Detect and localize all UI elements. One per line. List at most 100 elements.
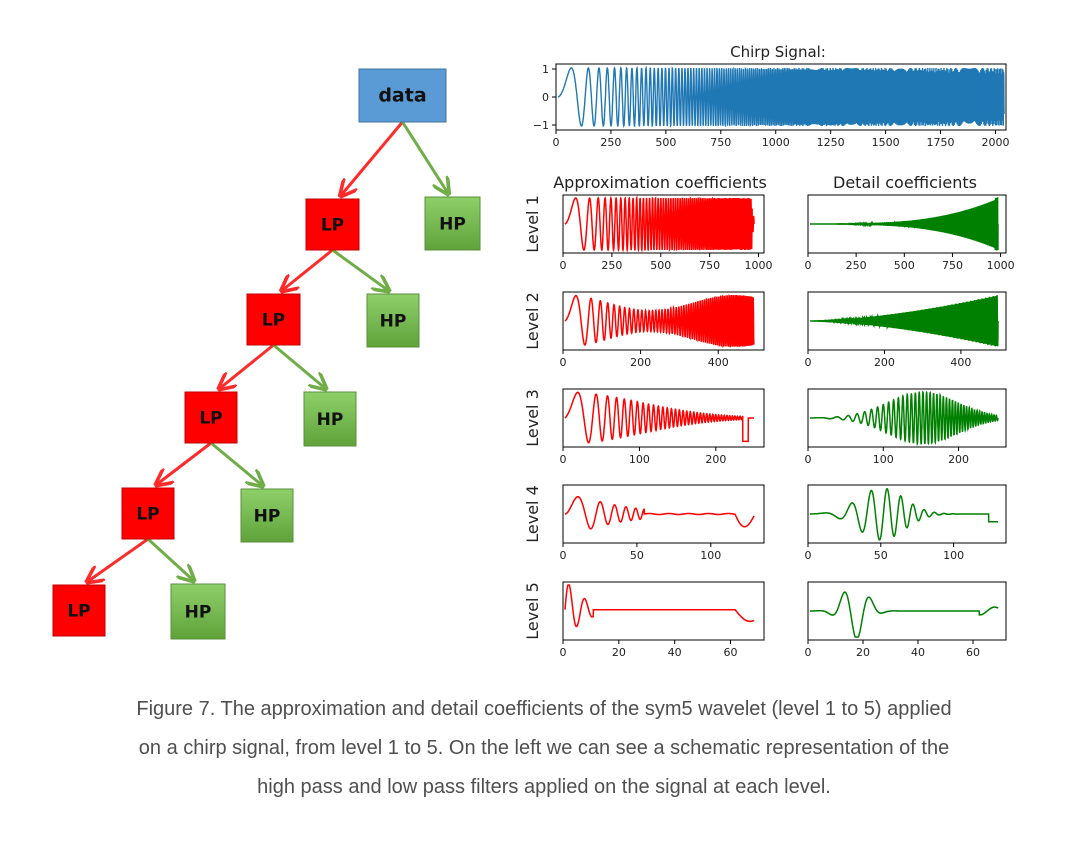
approx-level-5-frame [562, 581, 765, 641]
detail-level-2-xtick-label-2: 400 [950, 356, 971, 369]
chirp-ytick-label-0: 1 [542, 63, 549, 76]
filter-tree-diagram: data LP HP LP HP LP HP LP HP LP HP [52, 68, 481, 640]
row-label-level-5: Level 5 [523, 582, 542, 640]
level-row-2: Level 2 0 200 400 0 200 400 [523, 291, 1007, 369]
chirp-title: Chirp Signal: [730, 43, 826, 61]
chirp-series-line [557, 65, 1005, 129]
chirp-ytick-label-1: 0 [542, 91, 549, 104]
approx-level-4-xtick-label-1: 50 [630, 549, 644, 562]
approx-level-1-xtick-label-2: 500 [650, 259, 671, 272]
coefficient-subplots: Level 10 250 500 750 1000 0 250 500 750 1000Level… [523, 194, 1015, 659]
detail-column-title: Detail coefficients [833, 173, 977, 192]
detail-series-level-2 [810, 295, 999, 347]
level-row-1: Level 1 0 250 500 750 1000 0 250 500 750 1000 [523, 194, 1015, 272]
tree-node-lp-5: LP [52, 584, 106, 637]
tree-node-lp-3: LP [184, 391, 238, 444]
approx-level-2-xtick-label-1: 200 [630, 356, 651, 369]
approx-level-5-xtick-label-3: 60 [724, 646, 738, 659]
chirp-xtick-label-0: 0 [553, 136, 560, 149]
chirp-xtick-label-1: 250 [600, 136, 621, 149]
figure-canvas: data LP HP LP HP LP HP LP HP LP HP Chirp Signal: 0… [52, 43, 1015, 659]
approx-level-1-xtick-label-1: 250 [601, 259, 622, 272]
tree-node-lp-2-label: LP [262, 311, 285, 331]
tree-node-lp-4: LP [121, 487, 175, 540]
chirp-xtick-label-8: 2000 [981, 136, 1009, 149]
lp-arrow-1 [341, 121, 404, 196]
caption-line-2: on a chirp signal, from level 1 to 5. On… [138, 737, 950, 759]
chirp-xtick-label-5: 1250 [817, 136, 845, 149]
approx-series-level-5 [564, 584, 755, 628]
hp-arrow-4 [210, 441, 263, 486]
tree-node-data-label: data [378, 85, 426, 107]
detail-level-1-xtick-label-3: 750 [942, 259, 963, 272]
detail-level-5-xtick-label-0: 0 [805, 646, 812, 659]
approx-level-4-xtick-label-2: 100 [700, 549, 721, 562]
detail-level-1-xtick-label-0: 0 [805, 259, 812, 272]
approx-level-3-xtick-label-2: 200 [705, 453, 726, 466]
hp-arrow-5 [146, 537, 194, 581]
row-label-level-1: Level 1 [523, 195, 542, 253]
detail-level-2-xtick-label-0: 0 [805, 356, 812, 369]
approx-level-3-xtick-label-0: 0 [560, 453, 567, 466]
row-label-level-2: Level 2 [523, 292, 542, 350]
level-row-5: Level 5 0 20 40 60 0 20 40 60 [523, 581, 1007, 659]
level-row-4: Level 4 0 50 100 0 50 100 [523, 484, 1007, 562]
chirp-xtick-label-6: 1500 [872, 136, 900, 149]
tree-node-lp-1-label: LP [321, 216, 344, 236]
detail-level-3-xtick-label-0: 0 [805, 453, 812, 466]
approx-series-level-2 [564, 294, 755, 349]
approx-level-5-xtick-label-0: 0 [560, 646, 567, 659]
tree-node-hp-1-label: HP [439, 215, 466, 235]
row-label-level-4: Level 4 [523, 485, 542, 543]
approx-series-level-4 [564, 496, 755, 530]
approx-level-1-xtick-label-4: 1000 [745, 259, 773, 272]
detail-series-level-4 [810, 488, 998, 541]
tree-node-hp-4: HP [240, 488, 294, 543]
tree-node-hp-1: HP [424, 196, 481, 251]
hp-arrow-1 [401, 121, 449, 194]
chirp-xtick-label-2: 500 [655, 136, 676, 149]
chirp-ytick-label-2: −1 [533, 119, 549, 132]
approx-level-5-xtick-label-1: 20 [612, 646, 626, 659]
row-label-level-3: Level 3 [523, 389, 542, 447]
chirp-xtick-label-7: 1750 [927, 136, 955, 149]
tree-node-hp-2-label: HP [380, 312, 407, 332]
tree-node-lp-3-label: LP [199, 409, 222, 429]
tree-node-data: data [358, 68, 447, 123]
detail-level-3-xtick-label-2: 200 [948, 453, 969, 466]
detail-level-2-xtick-label-1: 200 [874, 356, 895, 369]
tree-node-hp-4-label: HP [254, 507, 281, 527]
tree-node-lp-4-label: LP [136, 505, 159, 525]
approx-column-title: Approximation coefficients [553, 173, 767, 192]
tree-node-hp-5-label: HP [185, 603, 212, 623]
detail-level-5-xtick-label-2: 40 [911, 646, 925, 659]
tree-node-hp-3: HP [303, 391, 357, 447]
detail-level-4-xtick-label-0: 0 [805, 549, 812, 562]
detail-level-1-xtick-label-1: 250 [846, 259, 867, 272]
lp-arrow-5 [87, 537, 149, 582]
detail-level-5-xtick-label-1: 20 [856, 646, 870, 659]
detail-level-3-xtick-label-1: 100 [873, 453, 894, 466]
caption-line-3: high pass and low pass filters applied o… [257, 776, 831, 798]
chirp-xtick-label-3: 750 [710, 136, 731, 149]
tree-node-lp-2: LP [246, 293, 301, 346]
tree-node-lp-1: LP [305, 198, 360, 251]
chirp-signal-plot: Chirp Signal: 0 250 500 750 1000 1250 1500 1750… [533, 43, 1010, 149]
tree-node-hp-5: HP [170, 583, 226, 640]
detail-series-level-1 [810, 197, 999, 251]
tree-node-lp-5-label: LP [67, 602, 90, 622]
detail-level-1-xtick-label-4: 1000 [987, 259, 1015, 272]
approx-level-1-xtick-label-0: 0 [560, 259, 567, 272]
detail-level-1-xtick-label-2: 500 [894, 259, 915, 272]
detail-level-4-xtick-label-2: 100 [943, 549, 964, 562]
approx-series-level-1 [564, 195, 755, 253]
detail-series-level-3 [810, 390, 999, 447]
lp-arrow-4 [156, 441, 212, 485]
figure-caption: Figure 7. The approximation and detail c… [40, 690, 1048, 807]
approx-level-3-xtick-label-1: 100 [629, 453, 650, 466]
chirp-xtick-label-4: 1000 [762, 136, 790, 149]
tree-node-hp-2: HP [366, 293, 420, 348]
approx-level-2-xtick-label-2: 400 [708, 356, 729, 369]
detail-level-4-xtick-label-1: 50 [874, 549, 888, 562]
approx-level-1-xtick-label-3: 750 [699, 259, 720, 272]
